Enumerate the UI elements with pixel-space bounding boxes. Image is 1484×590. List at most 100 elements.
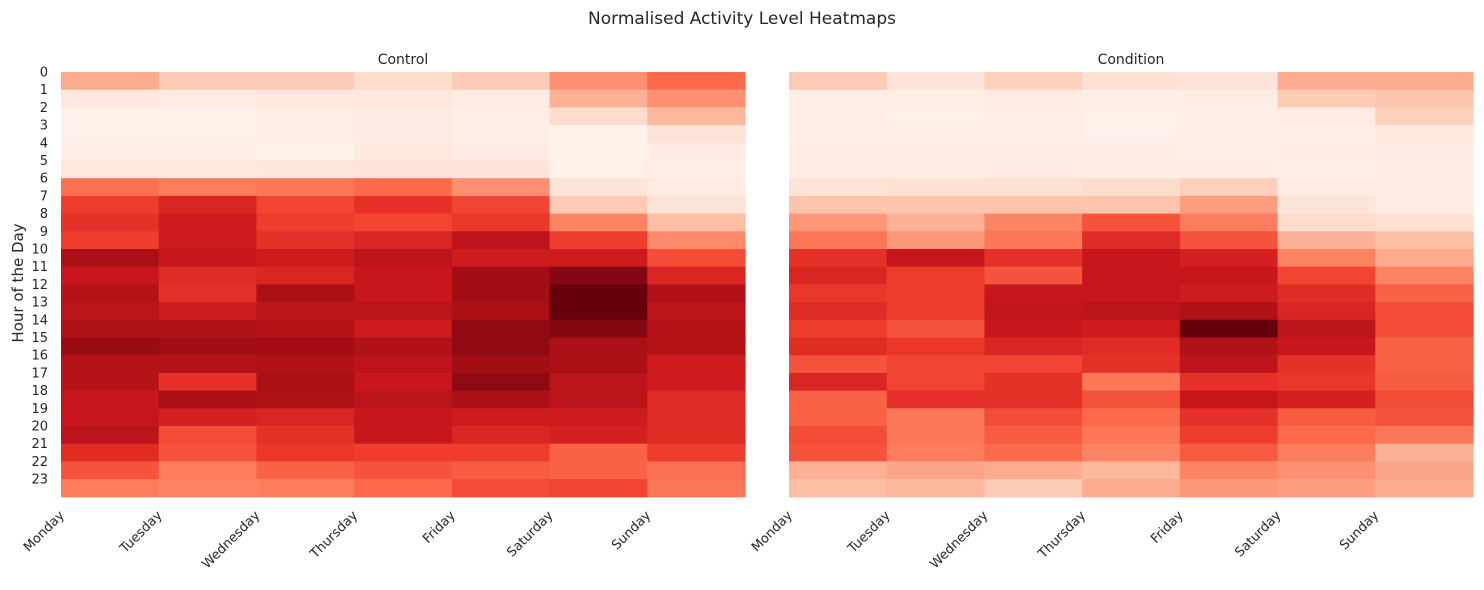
heatmap-cell-condition-16-6 — [1375, 355, 1474, 374]
heatmap-cell-condition-15-6 — [1375, 337, 1474, 356]
heatmap-cell-control-14-3 — [354, 319, 453, 339]
heatmap-cell-condition-0-0 — [789, 72, 888, 91]
heatmap-cell-condition-1-1 — [886, 89, 986, 108]
y-tick-label-6: 6 — [40, 172, 48, 187]
heatmap-cell-control-7-4 — [451, 195, 551, 215]
x-tick-label-control-3: Thursday — [307, 508, 361, 562]
heatmap-cell-condition-21-1 — [886, 443, 986, 462]
heatmap-cell-control-13-1 — [158, 302, 258, 321]
x-tick-label-condition-6: Sunday — [1337, 508, 1382, 553]
heatmap-cell-control-16-3 — [354, 355, 453, 374]
y-tick-label-12: 12 — [31, 278, 48, 293]
heatmap-cell-condition-8-1 — [886, 213, 986, 232]
heatmap-cell-condition-23-0 — [789, 479, 888, 498]
heatmap-cell-condition-12-1 — [886, 284, 986, 303]
heatmap-cell-control-15-4 — [451, 337, 551, 356]
heatmap-cell-condition-9-3 — [1082, 231, 1181, 250]
heatmap-cell-control-7-0 — [61, 195, 160, 215]
heatmap-cell-control-23-0 — [61, 479, 160, 498]
heatmap-cell-control-11-0 — [61, 266, 160, 285]
x-tick-label-condition-3: Thursday — [1035, 508, 1089, 562]
heatmap-cell-condition-11-1 — [886, 266, 986, 285]
heatmap-cell-control-20-1 — [158, 426, 258, 445]
heatmap-cell-control-23-5 — [549, 479, 648, 498]
heatmap-cell-condition-2-0 — [789, 107, 888, 126]
y-tick-label-17: 17 — [31, 366, 48, 381]
heatmap-cell-condition-20-2 — [984, 426, 1083, 445]
heatmap-cell-control-21-3 — [354, 443, 453, 462]
heatmap-cell-control-19-3 — [354, 408, 453, 427]
heatmap-cell-condition-16-1 — [886, 355, 986, 374]
heatmap-cell-condition-3-2 — [984, 125, 1083, 144]
heatmap-cell-control-4-0 — [61, 142, 160, 162]
heatmap-cell-control-7-2 — [256, 195, 355, 215]
heatmap-cell-condition-4-3 — [1082, 142, 1181, 162]
heatmap-cell-control-22-6 — [647, 461, 746, 480]
heatmap-cell-control-10-2 — [256, 249, 355, 268]
heatmap-cell-control-17-6 — [647, 372, 746, 392]
heatmap-cell-condition-3-0 — [789, 125, 888, 144]
heatmap-cell-control-10-6 — [647, 249, 746, 268]
heatmap-cell-condition-6-0 — [789, 178, 888, 197]
heatmap-cell-control-15-6 — [647, 337, 746, 356]
heatmap-cell-control-16-5 — [549, 355, 648, 374]
heatmap-cell-control-3-1 — [158, 125, 258, 144]
y-tick-label-22: 22 — [31, 455, 48, 470]
heatmap-cell-control-1-2 — [256, 89, 355, 108]
heatmap-cell-condition-0-3 — [1082, 72, 1181, 91]
heatmap-cell-control-14-0 — [61, 319, 160, 339]
heatmap-cell-control-13-4 — [451, 302, 551, 321]
heatmap-cell-condition-18-0 — [789, 390, 888, 409]
heatmap-cell-condition-1-4 — [1179, 89, 1279, 108]
heatmap-panel-condition: Condition Monday Tuesday Wednesday Thursday F… — [749, 52, 1474, 572]
heatmap-cell-control-12-2 — [256, 284, 355, 303]
heatmap-cell-control-22-1 — [158, 461, 258, 480]
heatmap-cell-condition-16-0 — [789, 355, 888, 374]
x-tick-label-condition-4: Friday — [1148, 508, 1187, 547]
heatmap-cell-condition-10-4 — [1179, 249, 1279, 268]
heatmap-cell-condition-10-2 — [984, 249, 1083, 268]
heatmap-cell-condition-22-0 — [789, 461, 888, 480]
heatmap-cell-control-16-4 — [451, 355, 551, 374]
heatmap-cell-control-6-2 — [256, 178, 355, 197]
heatmap-cell-control-10-0 — [61, 249, 160, 268]
heatmap-cell-condition-3-1 — [886, 125, 986, 144]
heatmap-cell-control-2-2 — [256, 107, 355, 126]
heatmap-cell-condition-10-1 — [886, 249, 986, 268]
heatmap-cell-condition-15-2 — [984, 337, 1083, 356]
heatmap-cell-control-2-3 — [354, 107, 453, 126]
heatmap-cell-condition-7-3 — [1082, 195, 1181, 215]
heatmap-cell-control-23-2 — [256, 479, 355, 498]
heatmap-cell-control-3-6 — [647, 125, 746, 144]
panel-title-condition: Condition — [1098, 52, 1165, 68]
heatmap-cell-control-12-4 — [451, 284, 551, 303]
heatmap-cell-condition-0-1 — [886, 72, 986, 91]
heatmap-cell-control-1-4 — [451, 89, 551, 108]
heatmap-cell-control-22-5 — [549, 461, 648, 480]
y-tick-label-3: 3 — [40, 119, 48, 134]
heatmap-cell-control-9-3 — [354, 231, 453, 250]
y-tick-label-0: 0 — [40, 66, 48, 81]
heatmap-cell-control-4-4 — [451, 142, 551, 162]
heatmap-cell-condition-1-5 — [1277, 89, 1376, 108]
heatmap-cell-control-7-6 — [647, 195, 746, 215]
heatmap-cell-condition-2-1 — [886, 107, 986, 126]
heatmap-cell-condition-22-3 — [1082, 461, 1181, 480]
heatmap-cell-control-5-1 — [158, 160, 258, 179]
heatmap-cell-condition-3-3 — [1082, 125, 1181, 144]
heatmap-cell-control-2-0 — [61, 107, 160, 126]
heatmap-cell-condition-9-1 — [886, 231, 986, 250]
heatmap-cell-condition-5-3 — [1082, 160, 1181, 179]
heatmap-cell-control-1-3 — [354, 89, 453, 108]
heatmap-cell-control-14-4 — [451, 319, 551, 339]
heatmap-cell-control-23-4 — [451, 479, 551, 498]
panel-title-control: Control — [378, 52, 429, 68]
heatmap-cell-control-9-5 — [549, 231, 648, 250]
heatmap-cell-control-13-0 — [61, 302, 160, 321]
heatmap-cell-condition-19-5 — [1277, 408, 1376, 427]
heatmap-cell-control-12-1 — [158, 284, 258, 303]
x-tick-label-condition-0: Monday — [749, 508, 796, 555]
x-tick-label-condition-5: Saturday — [1232, 508, 1284, 560]
heatmap-cell-control-14-5 — [549, 319, 648, 339]
heatmap-cell-control-11-2 — [256, 266, 355, 285]
